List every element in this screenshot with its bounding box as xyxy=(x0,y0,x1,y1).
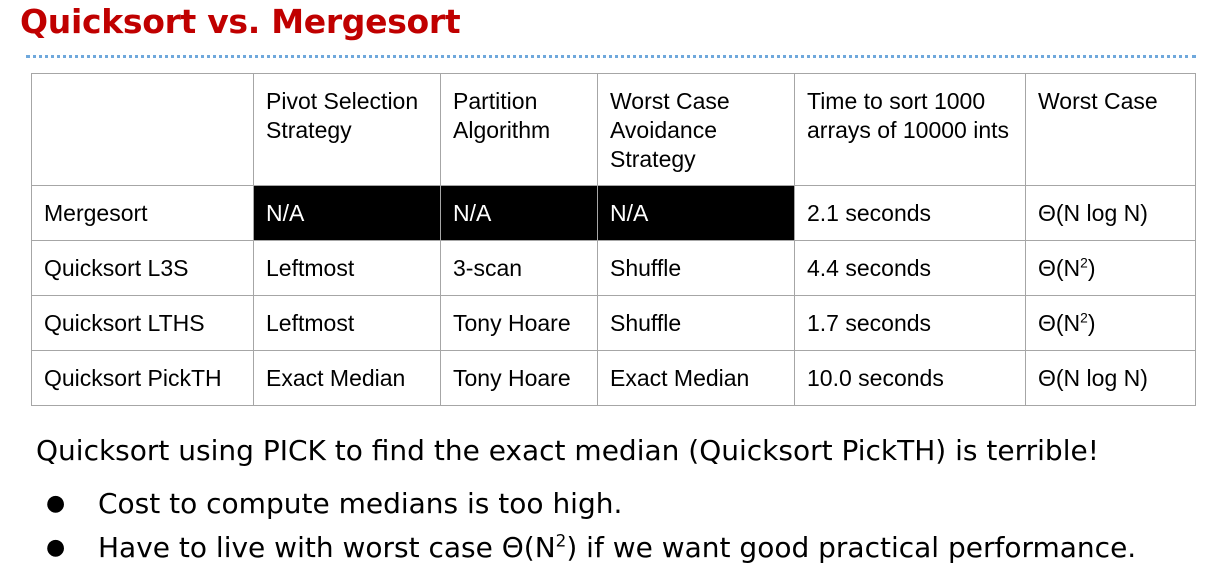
pivot-cell: Exact Median xyxy=(253,350,441,406)
table-header-row: Pivot Selection Strategy Partition Algor… xyxy=(31,73,1196,186)
row-name-cell: Quicksort PickTH xyxy=(31,350,254,406)
header-cell-time: Time to sort 1000 arrays of 10000 ints xyxy=(794,73,1026,186)
header-cell-pivot: Pivot Selection Strategy xyxy=(253,73,441,186)
comparison-table: Pivot Selection Strategy Partition Algor… xyxy=(31,73,1196,406)
header-cell-empty xyxy=(31,73,254,186)
worst-case-exponent: 2 xyxy=(1080,254,1088,270)
bullet-text: Cost to compute medians is too high. xyxy=(98,487,623,520)
worst-case-cell: Θ(N2) xyxy=(1025,240,1196,296)
worst-case-text: Θ(N log N) xyxy=(1038,364,1148,391)
table-row: Quicksort L3S Leftmost 3-scan Shuffle 4.… xyxy=(31,240,1196,296)
time-cell: 10.0 seconds xyxy=(794,350,1026,406)
row-name-cell: Quicksort L3S xyxy=(31,240,254,296)
time-cell: 2.1 seconds xyxy=(794,185,1026,241)
bullet-exponent: 2 xyxy=(555,530,567,551)
bullet-item: ● Have to live with worst case Θ(N2) if … xyxy=(36,526,1136,570)
avoidance-cell: Exact Median xyxy=(597,350,795,406)
bullet-text: Have to live with worst case Θ(N xyxy=(98,531,556,564)
pivot-cell: Leftmost xyxy=(253,295,441,351)
bullet-text-tail: ) if we want good practical performance. xyxy=(566,531,1137,564)
worst-case-text: Θ(N log N) xyxy=(1038,199,1148,226)
slide-title: Quicksort vs. Mergesort xyxy=(20,2,461,41)
avoidance-cell: N/A xyxy=(597,185,795,241)
worst-case-exponent: 2 xyxy=(1080,309,1088,325)
summary-text: Quicksort using PICK to find the exact m… xyxy=(36,434,1099,467)
worst-case-tail: ) xyxy=(1087,309,1096,336)
title-dotted-rule xyxy=(26,55,1196,58)
avoidance-cell: Shuffle xyxy=(597,295,795,351)
bullet-dot-icon: ● xyxy=(46,535,66,560)
time-cell: 4.4 seconds xyxy=(794,240,1026,296)
row-name-cell: Quicksort LTHS xyxy=(31,295,254,351)
partition-cell: N/A xyxy=(440,185,598,241)
header-cell-partition: Partition Algorithm xyxy=(440,73,598,186)
bullet-list: ● Cost to compute medians is too high. ●… xyxy=(36,482,1136,570)
table-row: Quicksort PickTH Exact Median Tony Hoare… xyxy=(31,350,1196,406)
header-cell-worst-case: Worst Case xyxy=(1025,73,1196,186)
row-name-cell: Mergesort xyxy=(31,185,254,241)
worst-case-text: Θ(N xyxy=(1038,309,1081,336)
table-row: Mergesort N/A N/A N/A 2.1 seconds Θ(N lo… xyxy=(31,185,1196,241)
avoidance-cell: Shuffle xyxy=(597,240,795,296)
header-cell-avoidance: Worst Case Avoidance Strategy xyxy=(597,73,795,186)
bullet-dot-icon: ● xyxy=(46,491,66,516)
worst-case-cell: Θ(N2) xyxy=(1025,295,1196,351)
pivot-cell: Leftmost xyxy=(253,240,441,296)
worst-case-text: Θ(N xyxy=(1038,254,1081,281)
worst-case-tail: ) xyxy=(1087,254,1096,281)
partition-cell: Tony Hoare xyxy=(440,350,598,406)
pivot-cell: N/A xyxy=(253,185,441,241)
partition-cell: 3-scan xyxy=(440,240,598,296)
time-cell: 1.7 seconds xyxy=(794,295,1026,351)
worst-case-cell: Θ(N log N) xyxy=(1025,185,1196,241)
bullet-item: ● Cost to compute medians is too high. xyxy=(36,482,1136,526)
partition-cell: Tony Hoare xyxy=(440,295,598,351)
table-row: Quicksort LTHS Leftmost Tony Hoare Shuff… xyxy=(31,295,1196,351)
worst-case-cell: Θ(N log N) xyxy=(1025,350,1196,406)
